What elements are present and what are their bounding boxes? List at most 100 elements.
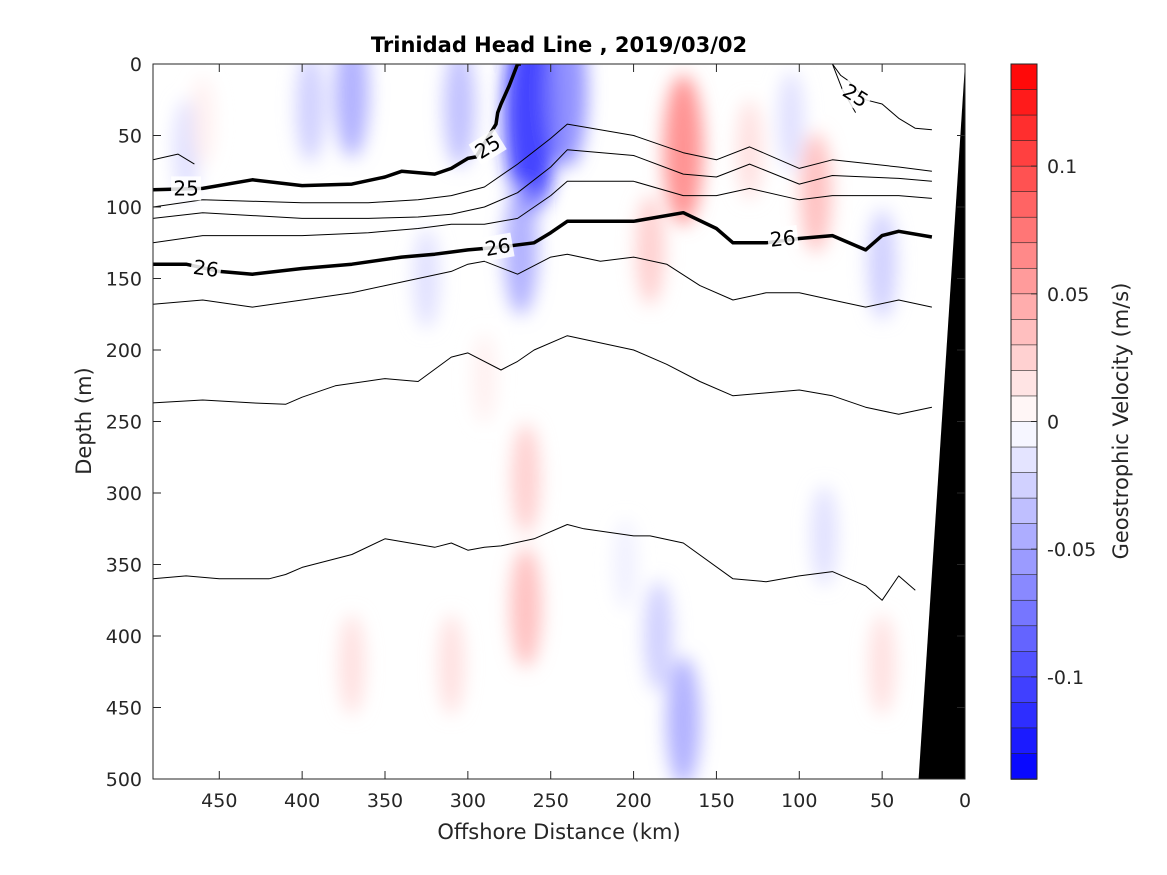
isopycnal-bold-line	[153, 210, 933, 276]
contour-label: 26	[480, 232, 515, 262]
colorbar-level	[1010, 548, 1038, 576]
colorbar-level	[1010, 625, 1038, 653]
velocity-feature	[438, 614, 465, 715]
colorbar: 0.1 0.05 0 -0.05 -0.1 Geostrophic Velocity (…	[1010, 63, 1133, 780]
contour-label: 26	[189, 254, 223, 283]
plot-background	[153, 64, 965, 779]
colorbar-level	[1010, 676, 1038, 704]
colorbar-level	[1010, 63, 1038, 91]
velocity-feature	[736, 99, 763, 200]
isopycnal-line	[153, 253, 933, 308]
colorbar-tick-label: 0.1	[1047, 156, 1077, 178]
isopycnal-line	[153, 149, 932, 219]
colorbar-level	[1010, 753, 1038, 780]
colorbar-tick-label: -0.1	[1047, 667, 1084, 689]
colorbar-level	[1010, 421, 1038, 448]
colorbar-level	[1010, 165, 1038, 193]
colorbar-level	[1010, 497, 1038, 525]
velocity-feature	[511, 423, 541, 534]
isopycnal-line	[153, 153, 195, 165]
colorbar-level	[1010, 446, 1038, 474]
colorbar-level	[1010, 293, 1038, 321]
y-tick-label: 500	[106, 769, 142, 791]
y-tick-label: 400	[106, 626, 142, 648]
isopycnal-line	[831, 64, 932, 131]
x-tick-label: 200	[615, 790, 651, 812]
colorbar-level	[1010, 523, 1038, 550]
velocity-feature	[296, 64, 325, 162]
colorbar-level	[1010, 242, 1038, 270]
x-tick-label: 150	[698, 790, 734, 812]
colorbar-tick-label: 0	[1047, 412, 1059, 434]
contour-label-text: 25	[173, 176, 198, 200]
colorbar-level	[1010, 472, 1038, 499]
colorbar-level	[1010, 727, 1038, 755]
contour-label: 25	[171, 176, 202, 201]
isopycnal-line	[153, 180, 932, 244]
y-tick-label: 250	[106, 412, 142, 434]
colorbar-level	[1010, 191, 1038, 219]
x-axis-label: Offshore Distance (km)	[437, 820, 680, 844]
y-tick-label: 0	[130, 54, 142, 76]
velocity-feature	[869, 614, 895, 715]
isopycnal-line	[153, 123, 932, 208]
x-tick-label: 400	[284, 790, 320, 812]
bathymetry-shelf	[918, 64, 965, 779]
colorbar-level	[1010, 216, 1038, 244]
colorbar-level	[1010, 395, 1038, 423]
y-tick-label: 350	[106, 555, 142, 577]
velocity-feature	[443, 64, 476, 167]
bathymetry	[918, 64, 965, 779]
x-tick-label: 50	[870, 790, 894, 812]
colorbar-tick-label: -0.05	[1047, 539, 1096, 561]
colorbar-scale	[1010, 63, 1038, 780]
colorbar-level	[1010, 344, 1038, 372]
isopycnal-line	[153, 524, 916, 601]
y-tick-label: 100	[106, 197, 142, 219]
velocity-feature	[504, 64, 558, 215]
velocity-feature	[666, 656, 701, 779]
velocity-feature	[811, 485, 837, 586]
x-tick-label: 300	[450, 790, 486, 812]
velocity-feature	[510, 547, 542, 668]
colorbar-level	[1010, 702, 1038, 729]
x-tick-label: 350	[367, 790, 403, 812]
velocity-feature	[547, 64, 588, 168]
contour-label: 26	[766, 224, 799, 253]
y-tick-label: 200	[106, 340, 142, 362]
y-tick-label: 300	[106, 483, 142, 505]
velocity-feature	[503, 184, 538, 315]
colorbar-ticks: 0.1 0.05 0 -0.05 -0.1	[1031, 156, 1096, 689]
y-tick-label: 450	[106, 698, 142, 720]
velocity-feature	[778, 71, 804, 172]
isopycnal-contours	[153, 64, 933, 601]
velocity-feature	[644, 581, 673, 691]
velocity-feature	[635, 194, 665, 305]
velocity-feature	[334, 64, 369, 158]
velocity-feature	[473, 333, 496, 424]
contour-label-text: 26	[483, 233, 512, 261]
isopycnal-line	[153, 335, 933, 415]
velocity-feature	[191, 76, 215, 167]
x-tick-label: 0	[959, 790, 971, 812]
colorbar-tick-label: 0.05	[1047, 284, 1089, 306]
contour-label-text: 26	[192, 255, 221, 282]
y-tick-label: 150	[106, 269, 142, 291]
y-tick-label: 50	[118, 126, 142, 148]
isopycnal-bold-line	[153, 64, 521, 192]
x-tick-label: 450	[201, 790, 237, 812]
x-axis: 450 400 350 300 250 200 150 100 50 0	[201, 64, 971, 812]
colorbar-level	[1010, 574, 1038, 602]
colorbar-level	[1010, 599, 1038, 627]
colorbar-level	[1010, 140, 1038, 167]
colorbar-level	[1010, 370, 1038, 397]
y-axis-label: Depth (m)	[72, 367, 96, 474]
velocity-feature	[867, 209, 897, 320]
colorbar-level	[1010, 651, 1038, 678]
x-tick-label: 250	[533, 790, 569, 812]
colorbar-label: Geostrophic Velocity (m/s)	[1109, 283, 1133, 560]
colorbar-level	[1010, 267, 1038, 295]
velocity-feature	[800, 132, 832, 253]
